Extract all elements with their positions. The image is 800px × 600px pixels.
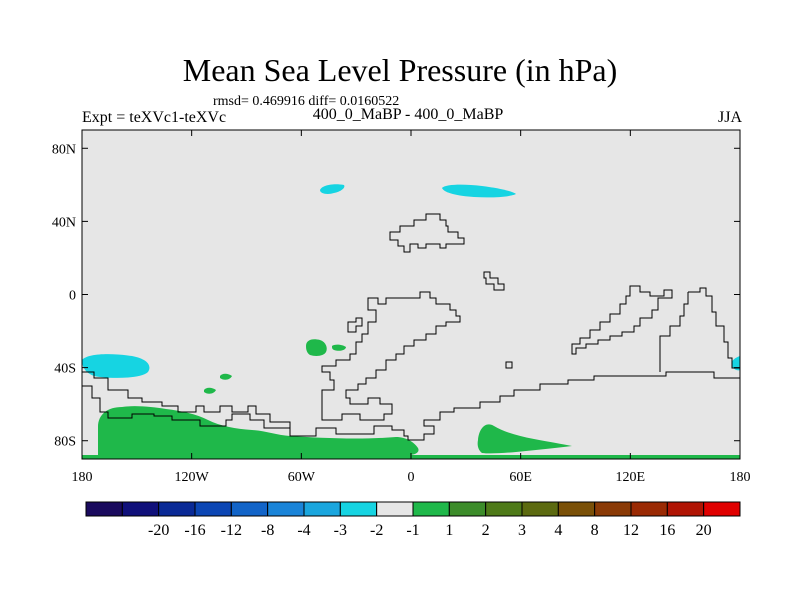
map-subtitle: 400_0_MaBP - 400_0_MaBP	[312, 106, 504, 123]
colorbar-label: -1	[406, 522, 419, 539]
colorbar-label: -16	[184, 522, 205, 539]
continent-tail-outline	[659, 292, 689, 372]
africa-outline	[321, 291, 461, 421]
colorbar-swatch	[376, 501, 414, 517]
y-tick-label: 40N	[52, 215, 76, 230]
colorbar-swatch	[630, 501, 668, 517]
x-tick-label: 120E	[616, 470, 646, 485]
colorbar-label: -4	[297, 522, 310, 539]
colorbar-swatch	[121, 501, 160, 517]
south-america-outline	[571, 285, 673, 355]
x-tick-label: 180	[72, 470, 93, 485]
colorbar-swatch	[521, 501, 559, 517]
africa-positive-region-small	[332, 344, 346, 351]
colorbar-swatch	[230, 501, 269, 517]
colorbar-swatch	[448, 501, 487, 517]
colorbar-swatch	[485, 501, 523, 517]
colorbar-label: -2	[370, 522, 383, 539]
colorbar-swatch	[158, 501, 196, 517]
x-tick-label: 180	[730, 470, 751, 485]
colorbar-label: -8	[261, 522, 274, 539]
coastline-outlines	[81, 213, 741, 441]
latitude-axis: 80N 40N 0 40S 80S	[52, 142, 740, 450]
colorbar-label: 8	[591, 522, 599, 539]
colorbar-label: -3	[334, 522, 347, 539]
colorbar-label: 2	[482, 522, 490, 539]
north-pacific-negative-region	[320, 184, 345, 194]
colorbar: -20 -16 -12 -8 -4 -3 -2 -1 1 2 3 4 8 12 16 20	[85, 501, 741, 539]
y-tick-label: 80S	[54, 435, 76, 450]
colorbar-swatch	[303, 501, 341, 517]
y-tick-label: 40S	[54, 362, 76, 377]
colorbar-label: 1	[445, 522, 453, 539]
experiment-label: Expt = teXVc1-teXVc	[82, 109, 227, 126]
season-label: JJA	[717, 109, 742, 126]
pacific-positive-dot-2	[204, 387, 216, 394]
colorbar-swatch	[557, 501, 596, 517]
south-pacific-negative-region	[82, 354, 150, 378]
antarctic-west-positive-region	[98, 406, 419, 455]
x-tick-label: 0	[408, 470, 415, 485]
colorbar-swatch	[666, 501, 705, 517]
map-title: Mean Sea Level Pressure (in hPa)	[182, 52, 618, 88]
colorbar-label: -20	[148, 522, 169, 539]
antarctic-east-positive-region	[477, 424, 572, 454]
pacific-positive-dot	[220, 373, 232, 380]
colorbar-swatch	[703, 501, 741, 517]
small-island-outline	[505, 361, 513, 369]
y-tick-label: 80N	[52, 142, 76, 157]
colorbar-swatch	[594, 501, 632, 517]
map-panel: 180 120W 60W 0 60E 120E 180 80N 40N 0 40S 80S	[52, 129, 751, 485]
x-tick-label: 60W	[288, 470, 316, 485]
colorbar-label: 16	[659, 522, 675, 539]
colorbar-label: -12	[221, 522, 242, 539]
colorbar-label: 20	[696, 522, 712, 539]
colorbar-label: 3	[518, 522, 526, 539]
colorbar-label: 12	[623, 522, 639, 539]
africa-positive-region	[306, 339, 327, 356]
x-tick-label: 120W	[175, 470, 210, 485]
colorbar-swatch	[267, 501, 305, 517]
north-atlantic-negative-region	[442, 184, 516, 198]
colorbar-swatch	[194, 501, 232, 517]
y-tick-label: 0	[69, 289, 76, 304]
longitude-axis: 180 120W 60W 0 60E 120E 180	[72, 130, 751, 485]
south-pacific-east-negative-region	[731, 356, 740, 371]
stats-text: rmsd= 0.469916 diff= 0.0160522	[213, 94, 400, 109]
eastern-continent-outline	[81, 287, 741, 441]
north-america-outline	[389, 213, 465, 253]
colorbar-swatch	[85, 501, 123, 517]
colorbar-swatch	[412, 501, 450, 517]
colorbar-label: 4	[554, 522, 562, 539]
x-tick-label: 60E	[509, 470, 532, 485]
mid-atlantic-island-outline	[483, 271, 505, 291]
map-background	[82, 130, 740, 459]
colorbar-swatch	[339, 501, 378, 517]
negative-anomaly-fills	[82, 184, 740, 378]
island-outline	[347, 317, 363, 333]
